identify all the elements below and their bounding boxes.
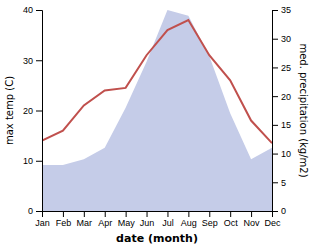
- x-axis-title: date (month): [116, 232, 198, 245]
- tick-label: 25: [281, 63, 291, 73]
- tick: Mar: [77, 211, 93, 228]
- tick-label: May: [118, 218, 136, 228]
- y2-axis-title: med. precipitation (kg/m2): [298, 43, 309, 177]
- tick-label: Aug: [181, 218, 197, 228]
- tick-mark: [105, 211, 106, 217]
- tick: Jul: [162, 211, 174, 228]
- tick-label: 10: [23, 156, 33, 166]
- tick-mark: [36, 60, 42, 61]
- tick: 5: [272, 178, 286, 188]
- tick-label: Jun: [140, 218, 155, 228]
- tick-mark: [230, 211, 231, 217]
- tick-label: 0: [281, 206, 286, 216]
- tick-mark: [272, 182, 278, 183]
- tick: Dec: [264, 211, 281, 228]
- x-axis: Jan Feb Mar Apr May Jun Jul Aug Sep Oct NovDec: [35, 211, 281, 228]
- tick: Oct: [224, 211, 239, 228]
- axis-line: [43, 212, 273, 218]
- tick: May: [118, 211, 136, 228]
- tick-mark: [147, 211, 148, 217]
- tick-label: 40: [23, 5, 33, 15]
- tick-mark: [272, 96, 278, 97]
- tick-label: Feb: [56, 218, 72, 228]
- tick: Feb: [56, 211, 72, 228]
- tick-mark: [209, 211, 210, 217]
- tick-mark: [36, 10, 42, 11]
- tick-mark: [167, 211, 168, 217]
- tick-label: 10: [281, 149, 291, 159]
- chart: JanFebMarAprMayJunJulAugSepOctNovDec0102…: [0, 0, 318, 247]
- tick-mark: [36, 111, 42, 112]
- plot: JanFebMarAprMayJunJulAugSepOctNovDec0102…: [23, 5, 291, 228]
- tick: Nov: [244, 211, 261, 228]
- tick-label: 30: [281, 34, 291, 44]
- tick-mark: [272, 211, 278, 212]
- tick-label: Sep: [202, 218, 218, 228]
- tick-mark: [84, 211, 85, 217]
- tick: Sep: [202, 211, 218, 228]
- tick-mark: [63, 211, 64, 217]
- tick-mark: [251, 211, 252, 217]
- tick-label: Apr: [98, 218, 112, 228]
- tick-mark: [272, 154, 278, 155]
- tick-label: Jan: [35, 218, 50, 228]
- tick: 25: [272, 63, 291, 73]
- tick: 20: [23, 106, 42, 116]
- tick-label: 35: [281, 5, 291, 15]
- tick-mark: [272, 67, 278, 68]
- tick-mark: [126, 211, 127, 217]
- y2-axis: 0 5 10 15 20 25 30 35: [272, 5, 291, 216]
- area: [42, 10, 272, 211]
- tick: Jun: [140, 211, 155, 228]
- tick: 35: [272, 5, 291, 15]
- axis-line: [273, 11, 279, 212]
- tick-label: Dec: [264, 218, 281, 228]
- tick-label: Jul: [162, 218, 174, 228]
- tick: 15: [272, 120, 291, 130]
- tick-label: 30: [23, 56, 33, 66]
- tick: Apr: [98, 211, 112, 228]
- marks: [42, 10, 272, 211]
- tick-label: 5: [281, 178, 286, 188]
- tick: 30: [272, 34, 291, 44]
- tick-label: 20: [281, 92, 291, 102]
- tick: 10: [272, 149, 291, 159]
- tick-label: 0: [28, 206, 33, 216]
- tick-mark: [272, 125, 278, 126]
- tick: 10: [23, 156, 42, 166]
- tick: 20: [272, 92, 291, 102]
- tick-label: Oct: [224, 218, 239, 228]
- tick-mark: [272, 39, 278, 40]
- tick-label: Mar: [77, 218, 93, 228]
- tick-mark: [188, 211, 189, 217]
- line: [42, 20, 272, 143]
- tick-label: 20: [23, 106, 33, 116]
- axis-line: [36, 11, 43, 212]
- tick-label: Nov: [244, 218, 261, 228]
- tick: 0: [28, 206, 42, 216]
- tick-mark: [272, 10, 278, 11]
- tick: Aug: [181, 211, 197, 228]
- tick-mark: [36, 211, 42, 212]
- tick-mark: [36, 161, 42, 162]
- y-axis-title: max temp (C): [4, 76, 15, 145]
- tick: 0: [272, 206, 286, 216]
- tick-label: 15: [281, 120, 291, 130]
- tick: Jan: [35, 211, 50, 228]
- tick: 30: [23, 56, 42, 66]
- y-axis: 0 10 20 30 40: [23, 5, 43, 216]
- tick: 40: [23, 5, 42, 15]
